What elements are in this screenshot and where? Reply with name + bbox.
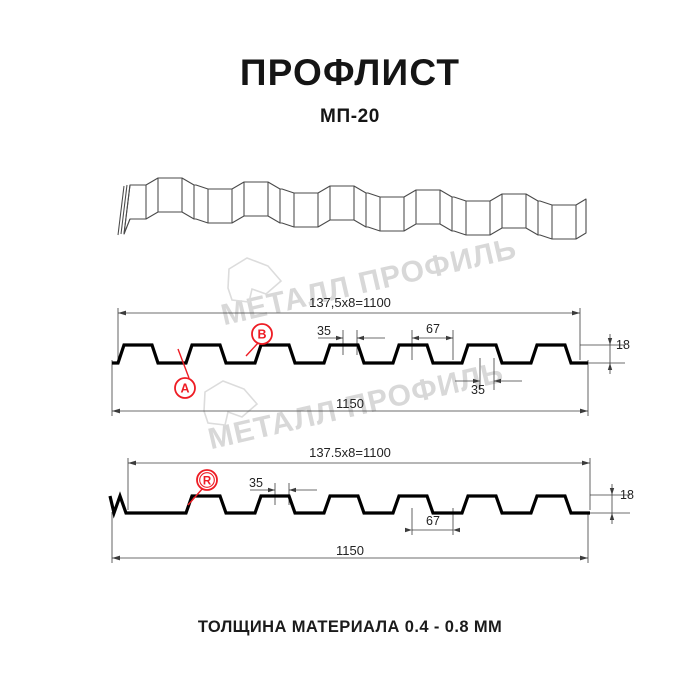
callout-group-bottom: R bbox=[187, 469, 218, 506]
page-title: ПРОФЛИСТ bbox=[239, 52, 461, 93]
dim-text-bottom-span-1: 1150 bbox=[336, 396, 364, 411]
dim-text-top-span-1: 137,5x8=1100 bbox=[309, 295, 391, 310]
callout-bubble-r-inner bbox=[199, 472, 215, 488]
callout-label-a: A bbox=[180, 382, 189, 396]
callout-group-top: A B bbox=[174, 323, 273, 399]
callout-bubble-b bbox=[251, 323, 273, 345]
model-subtitle: МП-20 bbox=[320, 106, 380, 127]
dim-text-bottom-span-2: 1150 bbox=[336, 543, 364, 558]
callout-leader-a bbox=[177, 348, 190, 379]
dim-text-67-1: 67 bbox=[426, 322, 440, 336]
callout-bubble-a bbox=[174, 377, 196, 399]
dim-text-35-lower-1: 35 bbox=[471, 383, 485, 397]
dim-text-67-2: 67 bbox=[426, 514, 440, 528]
footer-block: ТОЛЩИНА МАТЕРИАЛА 0.4 - 0.8 ММ bbox=[0, 618, 700, 637]
watermark-logo-lower bbox=[203, 380, 259, 426]
callout-label-r: R bbox=[203, 476, 212, 488]
dim-text-35-upper-1: 35 bbox=[317, 324, 331, 338]
title-block: ПРОФЛИСТ МП-20 bbox=[0, 52, 700, 128]
profile-polyline-top bbox=[112, 343, 588, 365]
dim-text-height-2: 18 bbox=[620, 488, 634, 502]
dim-text-top-span-2: 137.5x8=1100 bbox=[309, 445, 391, 460]
callout-leader-r bbox=[187, 487, 204, 506]
dim-text-height-1: 18 bbox=[616, 338, 630, 352]
callout-label-b: B bbox=[257, 328, 266, 342]
material-thickness-note: ТОЛЩИНА МАТЕРИАЛА 0.4 - 0.8 ММ bbox=[197, 618, 503, 636]
rib-fold-lines bbox=[145, 178, 577, 239]
sheet-left-edge bbox=[117, 184, 131, 236]
dimension-arrowheads bbox=[112, 310, 613, 414]
dimension-arrowheads-2 bbox=[112, 460, 615, 561]
profile-polyline-bottom bbox=[108, 491, 590, 519]
watermark-logo-upper bbox=[227, 257, 283, 303]
dim-text-35-upper-2: 35 bbox=[249, 476, 263, 490]
callout-leader-b bbox=[245, 342, 259, 357]
